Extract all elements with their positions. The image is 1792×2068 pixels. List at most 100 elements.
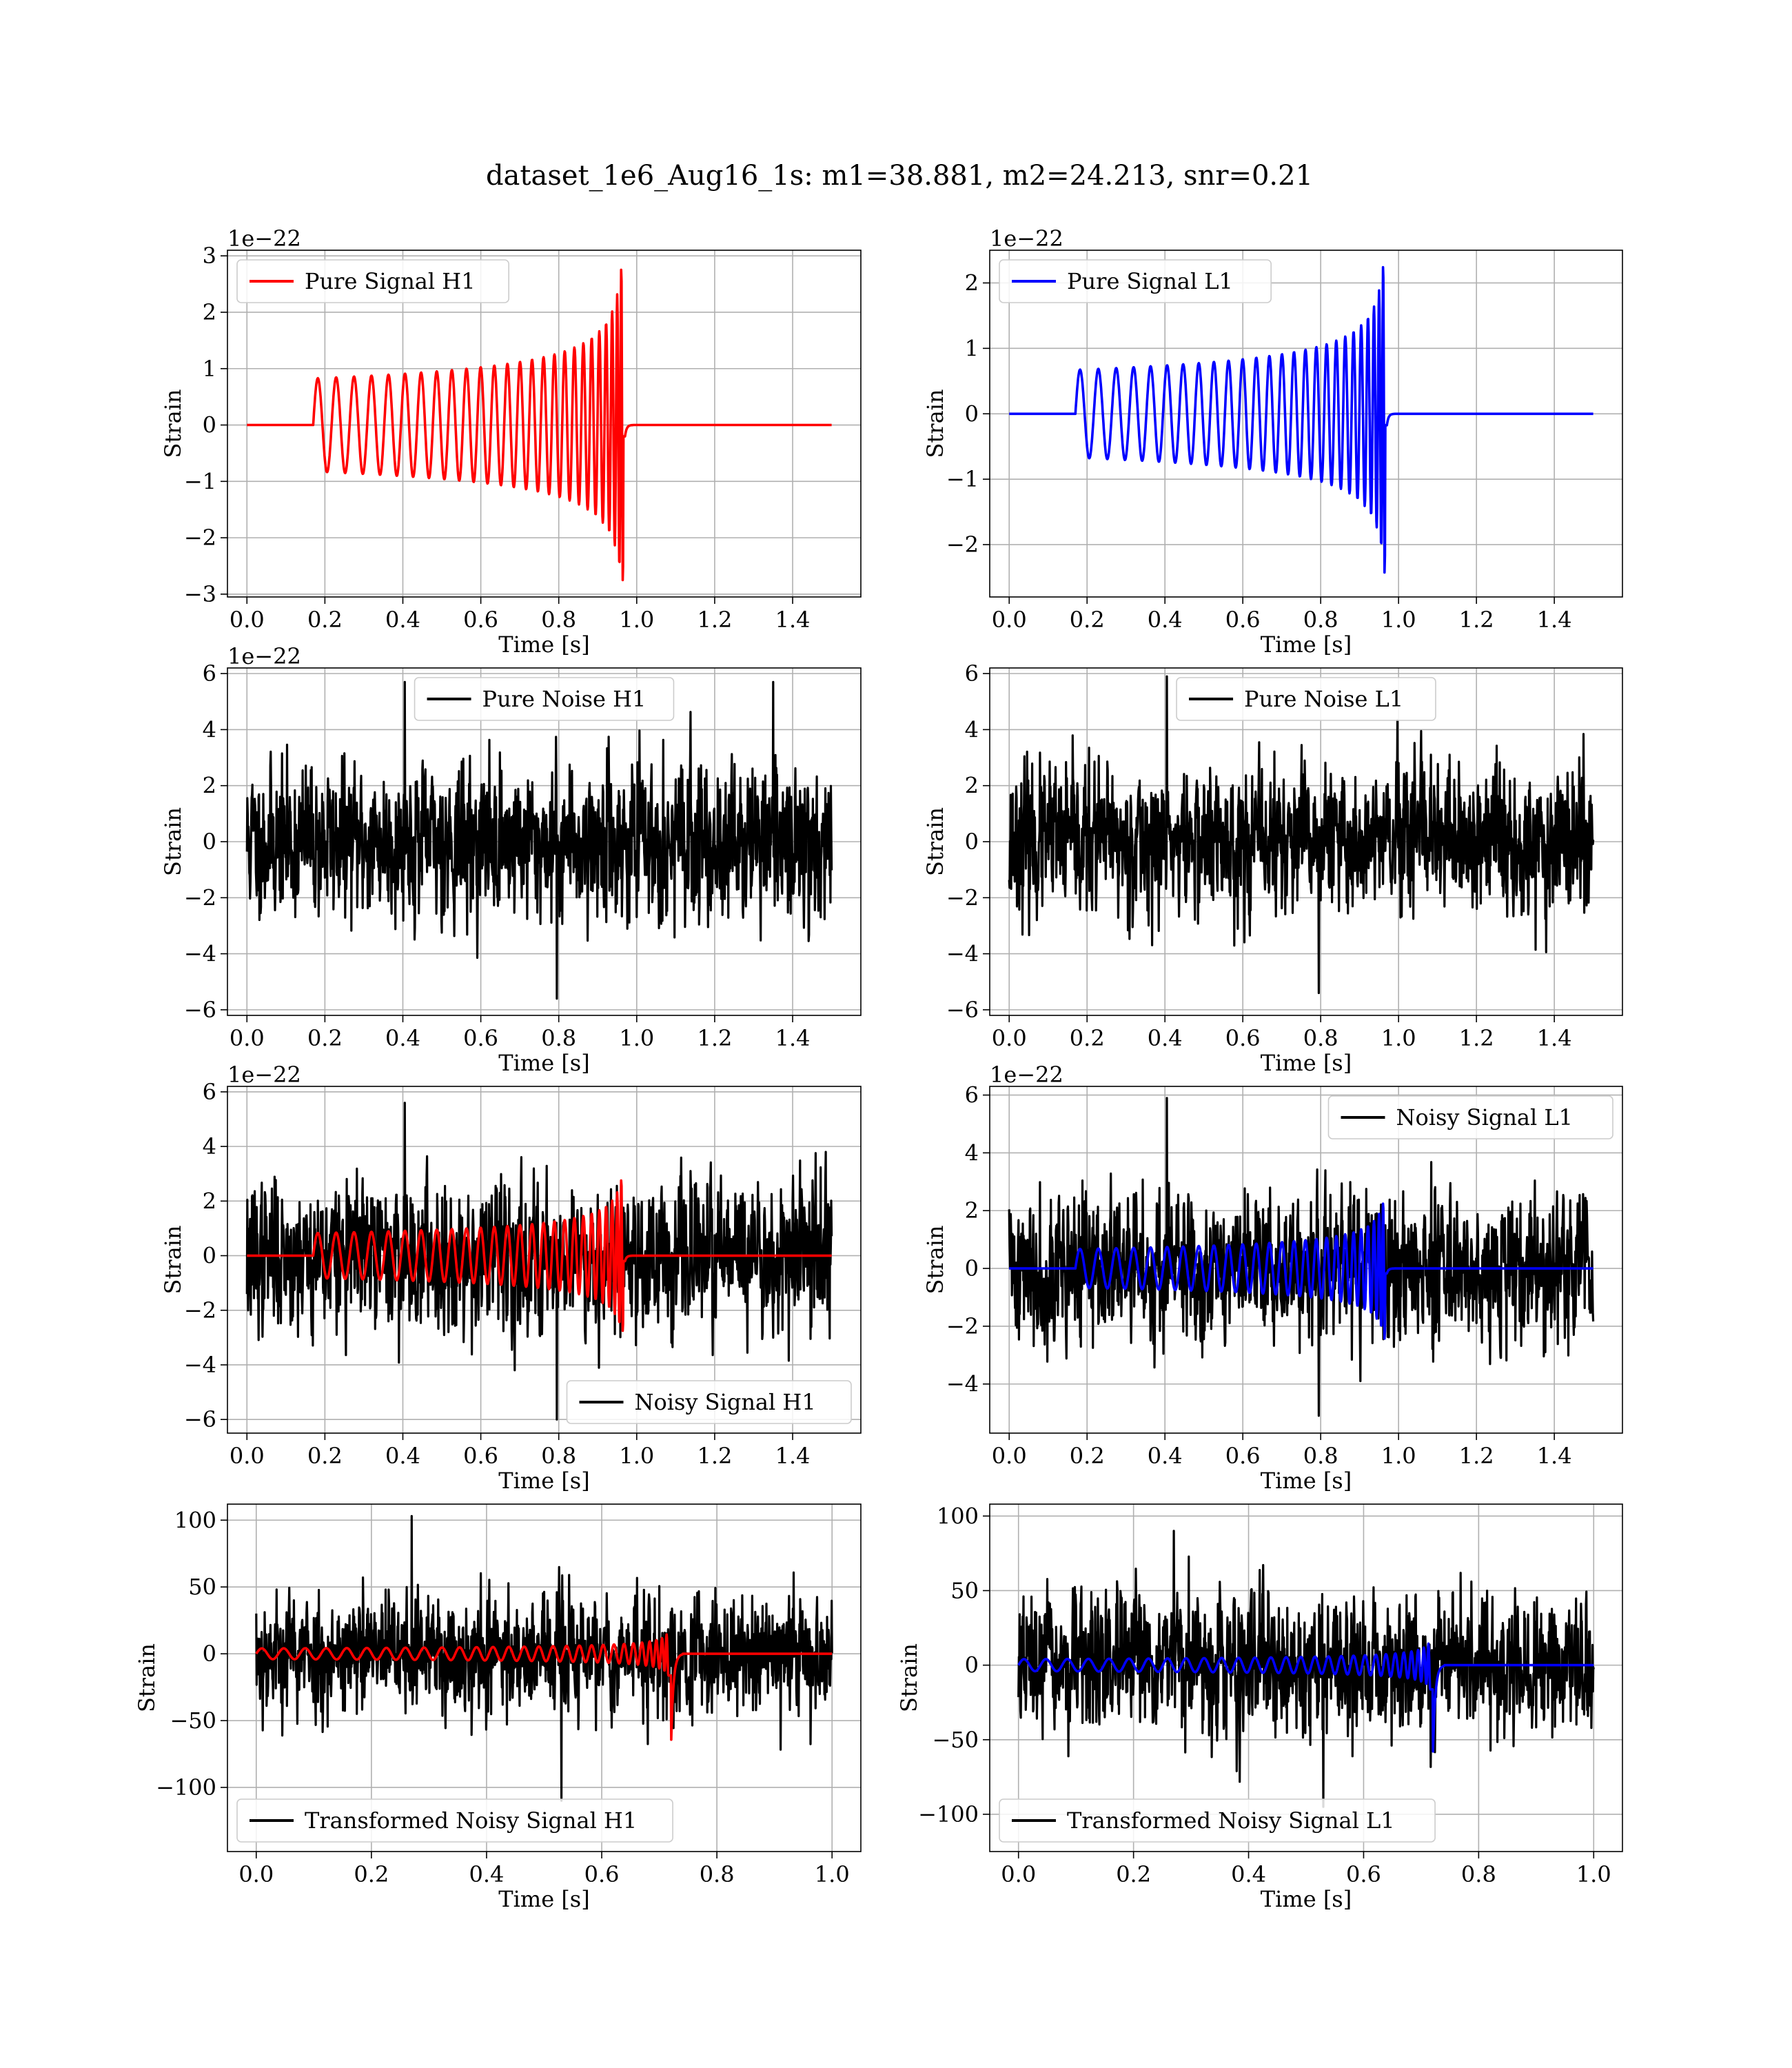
x-tick-label: 1.2	[1459, 1443, 1494, 1469]
x-tick-label: 0.2	[1070, 607, 1105, 633]
y-offset-label: 1e−22	[990, 1062, 1063, 1088]
x-tick-label: 0.0	[992, 607, 1027, 633]
x-tick-label: 0.2	[354, 1861, 389, 1887]
series-line-signal	[1008, 1202, 1594, 1340]
x-tick-label: 1.0	[619, 607, 654, 633]
series-group	[1008, 265, 1594, 574]
y-axis-label: Strain	[922, 389, 948, 458]
series-line-signal	[1008, 265, 1594, 574]
x-tick-label: 0.4	[385, 1443, 420, 1469]
x-axis-label: Time [s]	[1261, 1468, 1352, 1494]
y-tick-label: −6	[946, 997, 979, 1023]
y-tick-label: −2	[184, 1297, 216, 1324]
y-offset-label: 1e−22	[990, 225, 1063, 252]
x-axis-label: Time [s]	[498, 1050, 589, 1076]
legend: Pure Signal L1	[999, 259, 1272, 303]
x-axis-label: Time [s]	[498, 631, 589, 658]
y-tick-label: −50	[170, 1707, 216, 1734]
y-tick-label: −100	[918, 1801, 979, 1827]
x-axis-label: Time [s]	[1261, 1886, 1352, 1912]
series-line-noise	[1017, 1530, 1595, 1808]
x-tick-label: 0.4	[385, 1025, 420, 1051]
x-tick-label: 0.0	[230, 607, 265, 633]
chart-pure-noise-l1: 0.0 0.2 0.4 0.6 0.8 1.0 1.2 1.4 −6 −4 −2 0 2 4 6 Time […	[922, 660, 1623, 1076]
series-line-noise	[1008, 1097, 1595, 1417]
plot-frame	[227, 250, 862, 598]
legend: Transformed Noisy Signal L1	[999, 1798, 1436, 1843]
x-tick-label: 0.4	[1231, 1861, 1266, 1887]
y-axis-label: Strain	[922, 807, 948, 876]
plot-frame	[227, 1086, 862, 1434]
x-tick-label: 0.4	[1148, 1025, 1183, 1051]
legend-label: Noisy Signal H1	[635, 1389, 816, 1415]
y-axis-label: Strain	[160, 389, 186, 458]
legend-label: Pure Signal L1	[1067, 268, 1233, 294]
y-tick-label: −2	[184, 525, 216, 551]
plot-frame	[989, 1503, 1623, 1852]
legend-label: Noisy Signal L1	[1396, 1104, 1574, 1131]
x-tick-label: 1.4	[1537, 607, 1572, 633]
y-tick-label: −4	[946, 1371, 979, 1397]
series-line-noise	[245, 680, 833, 1000]
y-axis-label: Strain	[896, 1643, 922, 1712]
y-tick-label: 4	[965, 1139, 979, 1166]
y-tick-label: −100	[156, 1774, 216, 1801]
x-tick-label: 0.4	[469, 1861, 505, 1887]
x-tick-label: 0.0	[230, 1025, 265, 1051]
x-axis-label: Time [s]	[1261, 1050, 1352, 1076]
y-tick-label: 4	[203, 716, 216, 742]
series-line-noise	[1008, 675, 1595, 995]
x-tick-label: 0.6	[1225, 1443, 1261, 1469]
x-tick-label: 0.2	[307, 607, 343, 633]
y-tick-label: −4	[184, 1352, 216, 1378]
chart-pure-noise-h1: 0.0 0.2 0.4 0.6 0.8 1.0 1.2 1.4 −6 −4 −2 0 2 4 6 Time […	[160, 643, 862, 1076]
y-axis-label: Strain	[922, 1226, 948, 1295]
y-tick-label: 0	[965, 1652, 979, 1679]
x-tick-label: 0.8	[541, 607, 576, 633]
x-axis-label: Time [s]	[498, 1468, 589, 1494]
legend-label: Transformed Noisy Signal H1	[305, 1807, 637, 1834]
y-axis-label: Strain	[160, 1226, 186, 1295]
x-tick-label: 1.0	[1381, 1025, 1416, 1051]
series-group	[1017, 1530, 1595, 1808]
x-tick-label: 1.0	[1381, 1443, 1416, 1469]
x-tick-label: 1.0	[619, 1443, 654, 1469]
x-tick-label: 1.0	[1576, 1861, 1611, 1887]
x-tick-label: 1.0	[815, 1861, 850, 1887]
x-tick-label: 0.4	[1148, 1443, 1183, 1469]
x-tick-label: 0.6	[1225, 607, 1261, 633]
y-tick-label: 3	[203, 243, 216, 269]
x-tick-label: 0.2	[1116, 1861, 1151, 1887]
series-group	[246, 268, 833, 582]
series-line-signal	[246, 268, 833, 582]
y-axis-label: Strain	[160, 807, 186, 876]
legend: Transformed Noisy Signal H1	[236, 1798, 673, 1843]
x-tick-label: 1.2	[1459, 607, 1494, 633]
x-tick-label: 0.8	[700, 1861, 735, 1887]
figure-title: dataset_1e6_Aug16_1s: m1=38.881, m2=24.2…	[486, 160, 1313, 192]
x-tick-label: 1.4	[775, 1443, 811, 1469]
y-tick-label: 0	[203, 412, 216, 438]
x-tick-label: 0.4	[385, 607, 420, 633]
series-line-noise	[255, 1514, 833, 1802]
y-offset-label: 1e−22	[227, 643, 301, 669]
x-tick-label: 1.4	[1537, 1443, 1572, 1469]
y-tick-label: 2	[965, 1197, 979, 1224]
x-tick-label: 0.2	[307, 1443, 343, 1469]
y-tick-label: 0	[965, 401, 979, 427]
y-tick-label: 0	[965, 829, 979, 855]
x-tick-label: 1.2	[697, 1443, 732, 1469]
legend: Pure Noise L1	[1176, 677, 1436, 721]
y-tick-label: 0	[203, 829, 216, 855]
x-tick-label: 0.2	[1070, 1443, 1105, 1469]
x-tick-label: 1.0	[1381, 607, 1416, 633]
legend-label: Transformed Noisy Signal L1	[1067, 1807, 1395, 1834]
y-tick-label: 4	[203, 1133, 216, 1159]
x-tick-label: 0.6	[1225, 1025, 1261, 1051]
legend-box	[1327, 1095, 1613, 1139]
x-tick-label: 0.6	[1346, 1861, 1381, 1887]
y-tick-label: 1	[203, 356, 216, 382]
y-tick-label: −2	[184, 884, 216, 911]
y-tick-label: 0	[203, 1641, 216, 1667]
series-line-signal	[246, 1179, 833, 1332]
